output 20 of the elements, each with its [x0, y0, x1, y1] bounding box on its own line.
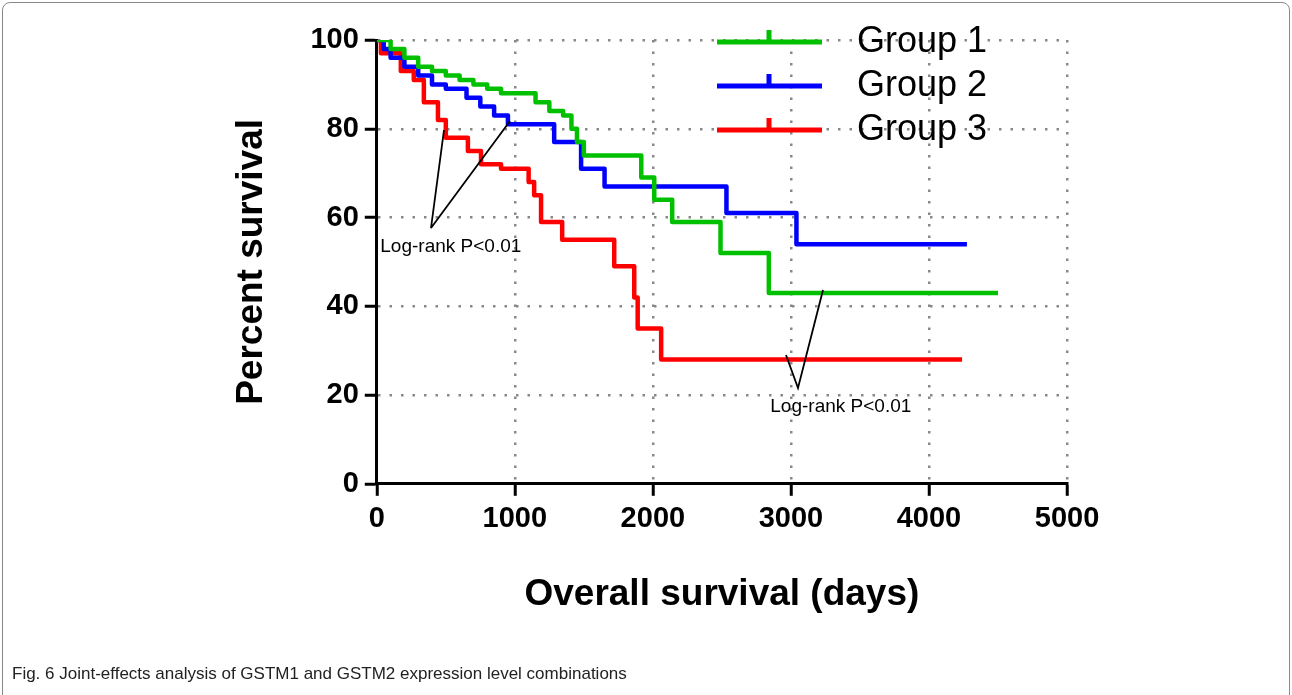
- x-tick-label: 5000: [1034, 501, 1100, 534]
- y-tick-label: 0: [342, 465, 359, 498]
- legend-label: Group 3: [857, 106, 988, 148]
- y-axis-title: Percent survival: [229, 118, 271, 405]
- y-tick-label: 80: [326, 110, 359, 143]
- y-tick-label: 40: [326, 288, 359, 321]
- x-tick-label: 4000: [896, 501, 962, 534]
- x-tick-label: 2000: [620, 501, 686, 534]
- caption: Fig. 6 Joint-effects analysis of GSTM1 and GSTM2 expression level combinations: [12, 664, 627, 684]
- y-tick-label: 60: [326, 199, 359, 232]
- x-tick-label: 1000: [482, 501, 548, 534]
- legend-label: Group 2: [857, 62, 988, 104]
- legend-label: Group 1: [857, 18, 988, 60]
- y-tick-label: 20: [326, 377, 359, 410]
- x-axis-title: Overall survival (days): [524, 572, 920, 613]
- annotation: Log-rank P<0.01: [380, 235, 522, 257]
- x-tick-label: 3000: [758, 501, 824, 534]
- y-tick-label: 100: [310, 22, 359, 54]
- x-tick-label: 0: [368, 501, 385, 534]
- annotation: Log-rank P<0.01: [770, 395, 912, 417]
